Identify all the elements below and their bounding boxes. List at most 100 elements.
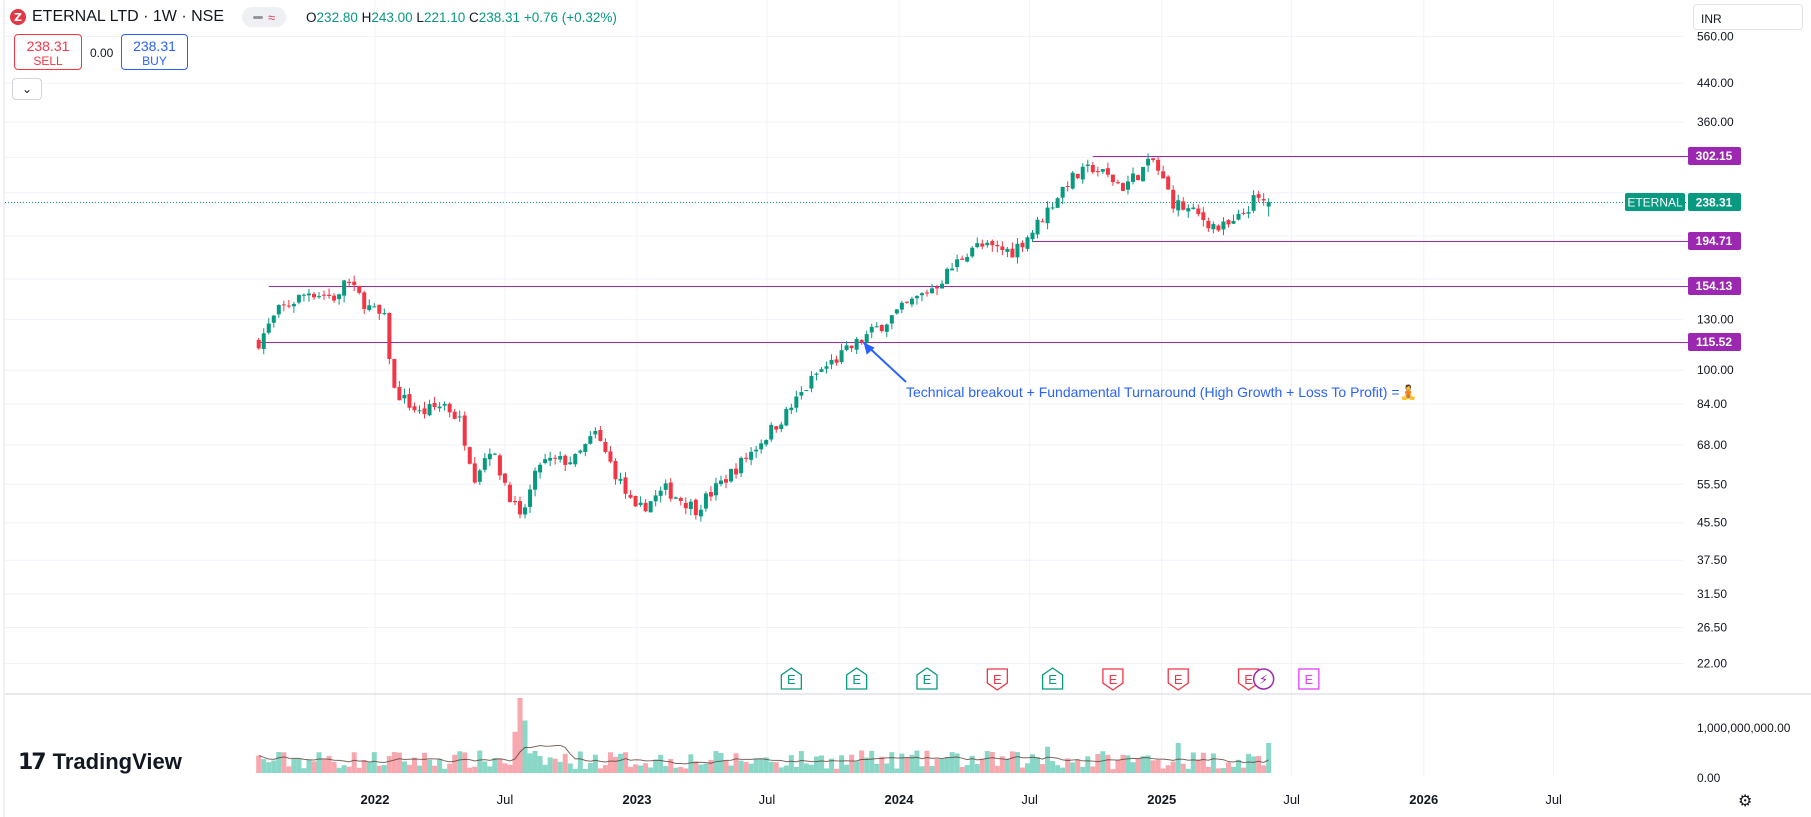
candle-body [261,333,266,350]
currency-selector[interactable]: INR [1693,4,1803,30]
volume-bar [371,752,377,773]
candle-body [1156,159,1161,171]
candle-body [673,497,678,499]
volume-bar [1236,759,1242,773]
y-tick-label: 440.00 [1697,76,1734,90]
volume-bar [1195,759,1201,773]
volume-bar [1185,768,1191,773]
volume-ma-line [258,744,1269,765]
y-tick-label: 360.00 [1697,115,1734,129]
candle-body [347,281,352,284]
candle-body [447,403,452,413]
volume-bar [607,752,613,773]
candle-body [286,305,291,307]
candle-body [693,499,698,516]
candle-body [427,404,432,416]
volume-bar [422,752,428,773]
volume-bar [773,762,779,773]
collapse-legend-button[interactable]: ⌄ [12,78,42,100]
volume-bar [753,758,759,773]
candle-body [432,403,437,407]
buy-button[interactable]: 238.31 BUY [121,34,188,70]
volume-bar [587,763,593,773]
volume-bar [743,762,749,773]
volume-bar [1135,758,1141,773]
earnings-marker-label: E [993,672,1002,687]
candle-body [367,305,372,310]
volume-pane [256,698,1272,773]
volume-bar [834,768,840,773]
open-value: 232.80 [316,9,358,25]
candle-body [492,453,497,455]
candle-body [789,407,794,411]
candle-body [683,502,688,509]
volume-bar [633,764,639,773]
candle-body [1206,220,1211,229]
volume-bar [321,759,327,773]
volume-bar [1241,767,1247,773]
volume-bar [492,757,498,773]
candle-body [1181,201,1186,210]
candle-body [1161,171,1166,179]
candle-body [1015,243,1020,258]
y-tick-label: 31.50 [1697,587,1727,601]
symbol-logo-icon[interactable]: Z [10,9,26,25]
x-tick-label: 2024 [885,792,915,807]
volume-bar [291,758,297,773]
tradingview-mark-icon: 17 [18,749,47,775]
volume-bar [1150,760,1156,773]
volume-bar [1014,752,1020,773]
tradingview-logo[interactable]: 17 TradingView [18,749,182,775]
earnings-marker [1041,667,1064,690]
volume-bar [703,763,709,773]
volume-bar [874,763,880,773]
candle-body [985,242,990,246]
volume-bar [778,767,784,773]
symbol-title[interactable]: ETERNAL LTD · 1W · NSE [32,8,225,25]
volume-bar [361,760,367,773]
volume-bar [557,761,563,773]
candle-body [553,457,558,459]
volume-bar [763,757,769,773]
y-tick-label: 100.00 [1697,363,1734,377]
candle-body [759,443,764,450]
volume-bar [1210,753,1216,773]
volume-bar [1200,752,1206,773]
candle-body [950,268,955,271]
volume-bar [954,753,960,773]
candle-body [1266,201,1271,207]
volume-bar [914,750,920,773]
volume-bar [316,752,322,773]
candle-body [603,441,608,452]
event-markers[interactable]: E E E E E E E E ⚡ E [780,667,1320,691]
candle-body [688,501,693,509]
volume-bar [768,761,774,773]
volume-bar [949,752,955,773]
volume-bar [1190,752,1196,773]
volume-bar [999,756,1005,773]
candle-body [1251,195,1256,211]
volume-bar [1050,761,1056,773]
volume-bar [864,757,870,773]
volume-bar [1220,767,1226,773]
volume-bar [266,762,272,773]
candle-body [744,457,749,459]
candle-body [980,243,985,247]
y-tick-label: 45.50 [1697,516,1727,530]
volume-bar [346,766,352,773]
volume-bar [467,767,473,773]
candle-body [814,373,819,375]
earnings-marker [845,667,868,690]
volume-bar [818,755,824,773]
sell-button[interactable]: 238.31 SELL [14,34,82,70]
chart-type-toggle[interactable]: ≈ [242,7,287,27]
volume-bar [1261,765,1267,773]
volume-bar [718,753,724,773]
chevron-down-icon: ⌄ [21,82,33,96]
volume-bar [417,765,423,773]
candle-body [437,406,442,409]
volume-bar [824,768,830,773]
gear-icon[interactable]: ⚙ [1738,791,1753,810]
earnings-marker-label: E [1305,672,1314,687]
